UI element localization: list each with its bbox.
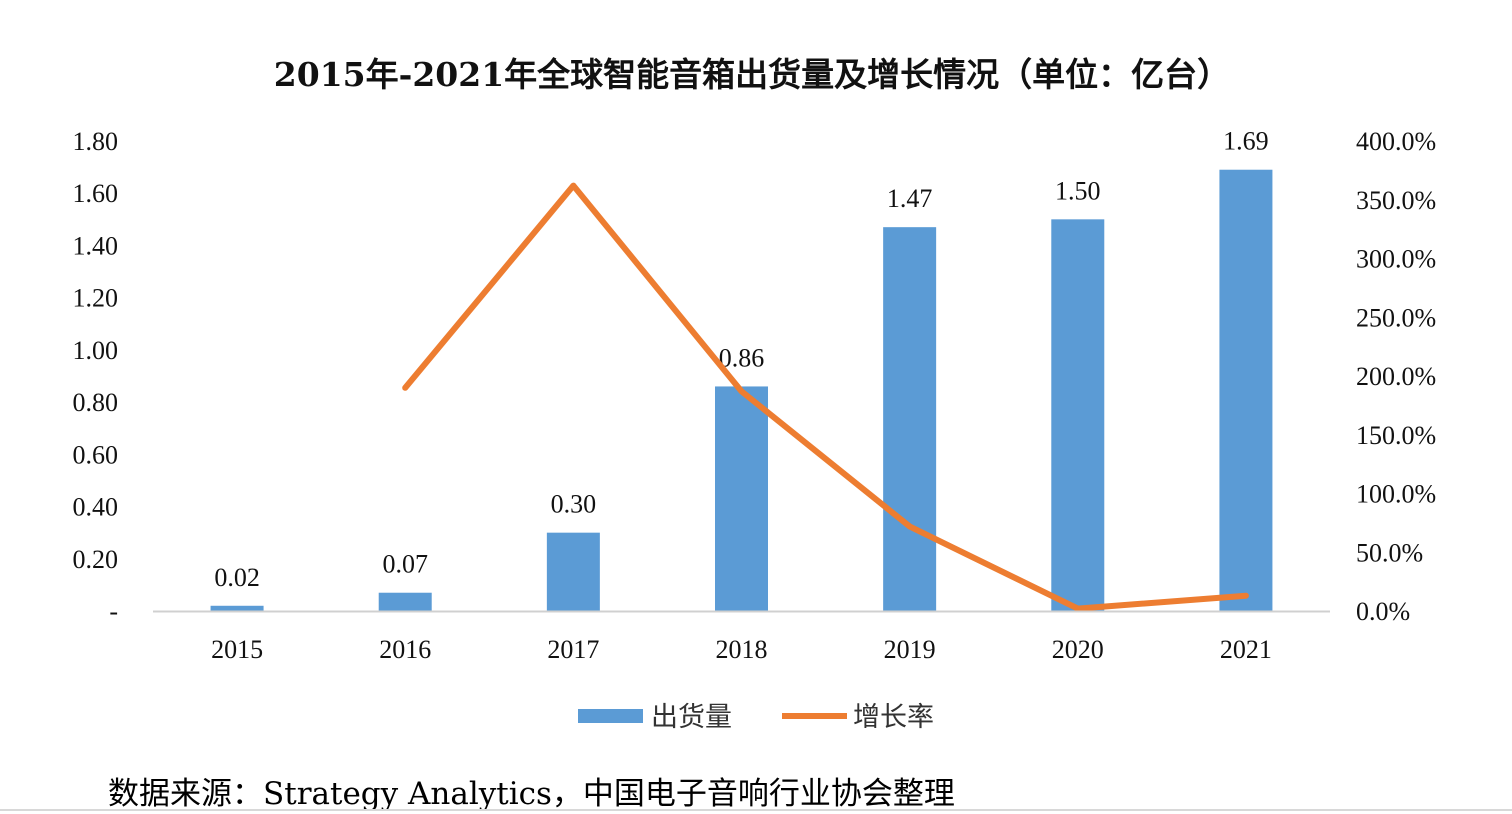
bar-2017 — [546, 532, 600, 611]
legend-label-bar: 出货量 — [651, 702, 732, 733]
y-left-tick-2: 0.40 — [73, 493, 119, 522]
y-left-tick-9: 1.80 — [73, 127, 119, 156]
y-right-tick-3: 150.0% — [1356, 421, 1436, 450]
bar-2019 — [883, 227, 937, 611]
bar-2021 — [1219, 169, 1273, 611]
y-left-tick-3: 0.60 — [73, 440, 119, 469]
data-label-2019: 1.47 — [887, 184, 933, 213]
y-right-tick-6: 300.0% — [1356, 245, 1436, 274]
y-left-tick-6: 1.20 — [73, 284, 119, 313]
data-label-2015: 0.02 — [214, 563, 260, 592]
y-left-tick-4: 0.80 — [73, 388, 119, 417]
x-tick-2019: 2019 — [884, 635, 936, 664]
data-label-2017: 0.30 — [551, 490, 597, 519]
y-right-tick-1: 50.0% — [1356, 538, 1423, 567]
x-tick-2021: 2021 — [1220, 635, 1272, 664]
data-label-2016: 0.07 — [382, 550, 428, 579]
y-right-tick-2: 100.0% — [1356, 480, 1436, 509]
legend-label-line: 增长率 — [853, 702, 934, 733]
line-layer — [402, 182, 1249, 612]
bar-2015 — [210, 605, 264, 611]
x-tick-2015: 2015 — [211, 635, 263, 664]
y-left-tick-5: 1.00 — [73, 336, 119, 365]
y-left-tick-0: - — [109, 597, 118, 626]
y-left-tick-8: 1.60 — [73, 179, 119, 208]
y-right-tick-8: 400.0% — [1356, 127, 1436, 156]
y-right-tick-4: 200.0% — [1356, 362, 1436, 391]
y-left-tick-7: 1.40 — [73, 231, 119, 260]
y-right-tick-5: 250.0% — [1356, 303, 1436, 332]
data-label-2018: 0.86 — [719, 343, 765, 372]
y-right-tick-0: 0.0% — [1356, 597, 1410, 626]
y-left-tick-1: 0.20 — [73, 545, 119, 574]
x-tick-2020: 2020 — [1052, 635, 1104, 664]
x-tick-2017: 2017 — [547, 635, 599, 664]
bar-2020 — [1051, 219, 1105, 612]
bars-layer: 0.02 0.07 0.30 0.86 1.47 1.50 1.69 — [210, 127, 1273, 612]
divider — [0, 809, 1512, 811]
data-label-2020: 1.50 — [1055, 176, 1101, 205]
bar-2018 — [715, 386, 768, 611]
bar-2016 — [378, 592, 432, 611]
growth-rate-line — [402, 182, 1249, 612]
legend: 出货量 增长率 — [578, 702, 934, 733]
y-right-tick-7: 350.0% — [1356, 186, 1436, 215]
chart-title: 2015年-2021年全球智能音箱出货量及增长情况（单位：亿台） — [274, 55, 1230, 94]
x-tick-2018: 2018 — [716, 635, 768, 664]
data-label-2021: 1.69 — [1223, 127, 1269, 156]
source-note: 数据来源：Strategy Analytics，中国电子音响行业协会整理 — [108, 776, 955, 812]
axis-layer: 2015 2016 2017 2018 2019 2020 2021 - 0.20 0.40 0.6… — [73, 127, 1437, 664]
x-tick-2016: 2016 — [379, 635, 431, 664]
legend-swatch-bar — [578, 709, 643, 723]
